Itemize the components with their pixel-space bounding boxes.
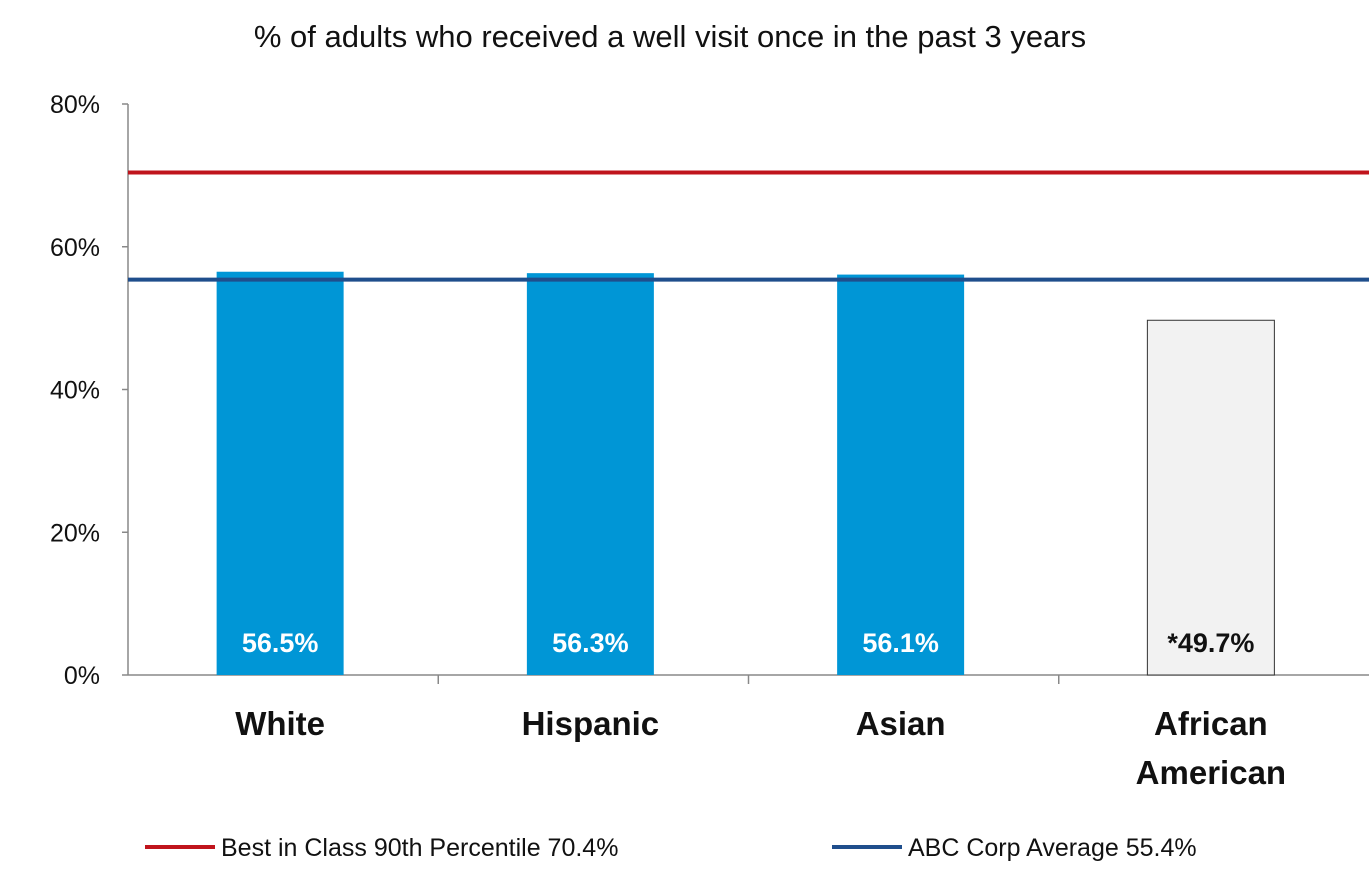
category-label: Hispanic [522, 705, 660, 742]
bar-value-label: 56.3% [552, 628, 629, 658]
bar-value-label: 56.1% [862, 628, 939, 658]
bar-hispanic [526, 273, 654, 675]
y-tick-label: 40% [50, 377, 100, 405]
category-label: Asian [856, 705, 946, 742]
category-label: African [1154, 705, 1268, 742]
legend: Best in Class 90th Percentile 70.4% ABC C… [145, 834, 1197, 862]
bar-asian [837, 274, 965, 675]
legend-label: ABC Corp Average 55.4% [908, 834, 1197, 862]
y-tick-label: 0% [64, 662, 100, 690]
y-tick-label: 60% [50, 234, 100, 262]
bar-african-american [1146, 319, 1275, 676]
category-label: American [1136, 754, 1286, 791]
plot-area: 0% 20% 40% 60% 80% 56.5% White 56.3% Hispanic 56.… [50, 91, 1369, 791]
y-tick-label: 20% [50, 519, 100, 547]
bar-value-label: 56.5% [242, 628, 319, 658]
bar-value-label: *49.7% [1167, 628, 1254, 658]
legend-label: Best in Class 90th Percentile 70.4% [221, 834, 618, 862]
category-label: White [235, 705, 325, 742]
bar-white [216, 271, 344, 675]
y-tick-label: 80% [50, 91, 100, 119]
chart-title: % of adults who received a well visit on… [254, 19, 1086, 54]
